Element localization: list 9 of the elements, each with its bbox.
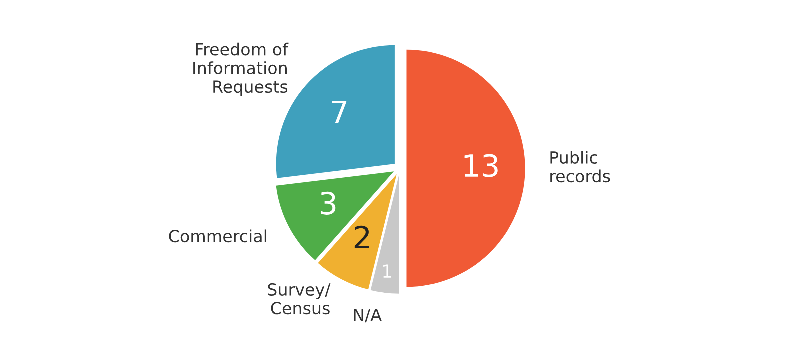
slice-label: Survey/ Census xyxy=(268,283,331,315)
data-label: 3 xyxy=(320,192,336,215)
slice-label: Public records xyxy=(550,151,610,183)
data-label: 13 xyxy=(464,154,498,178)
data-label: 7 xyxy=(332,101,347,124)
slice-label: N/A xyxy=(354,308,382,323)
data-label: 2 xyxy=(354,226,370,249)
slice-label: Freedom of Information Requests xyxy=(194,42,289,96)
slice-label: Commercial xyxy=(169,230,266,243)
